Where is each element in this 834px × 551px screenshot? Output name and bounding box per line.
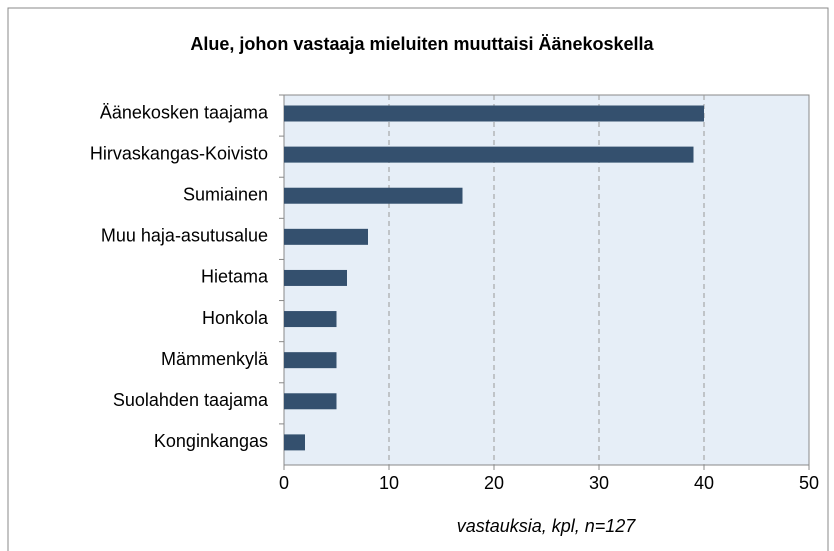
y-tick-label: Hietama: [201, 267, 269, 287]
x-tick-label: 10: [379, 473, 399, 493]
bar: [284, 269, 347, 286]
bar: [284, 146, 694, 163]
y-tick-label: Konginkangas: [154, 431, 268, 451]
x-axis-label: vastauksia, kpl, n=127: [457, 516, 637, 536]
x-tick-label: 50: [799, 473, 819, 493]
bar: [284, 311, 337, 328]
bar: [284, 352, 337, 369]
y-tick-label: Äänekosken taajama: [100, 102, 269, 122]
y-tick-label: Honkola: [202, 308, 269, 328]
x-tick-label: 20: [484, 473, 504, 493]
x-tick-label: 30: [589, 473, 609, 493]
y-tick-label: Sumiainen: [183, 184, 268, 204]
x-tick-label: 0: [279, 473, 289, 493]
chart-title: Alue, johon vastaaja mieluiten muuttaisi…: [190, 34, 654, 54]
bar: [284, 393, 337, 410]
y-tick-label: Suolahden taajama: [113, 390, 269, 410]
bar: [284, 105, 704, 122]
bar: [284, 187, 463, 204]
y-tick-label: Muu haja-asutusalue: [101, 226, 268, 246]
bar: [284, 434, 305, 451]
y-tick-label: Hirvaskangas-Koivisto: [90, 143, 268, 163]
y-tick-label: Mämmenkylä: [161, 349, 269, 369]
bar: [284, 228, 368, 245]
x-tick-label: 40: [694, 473, 714, 493]
